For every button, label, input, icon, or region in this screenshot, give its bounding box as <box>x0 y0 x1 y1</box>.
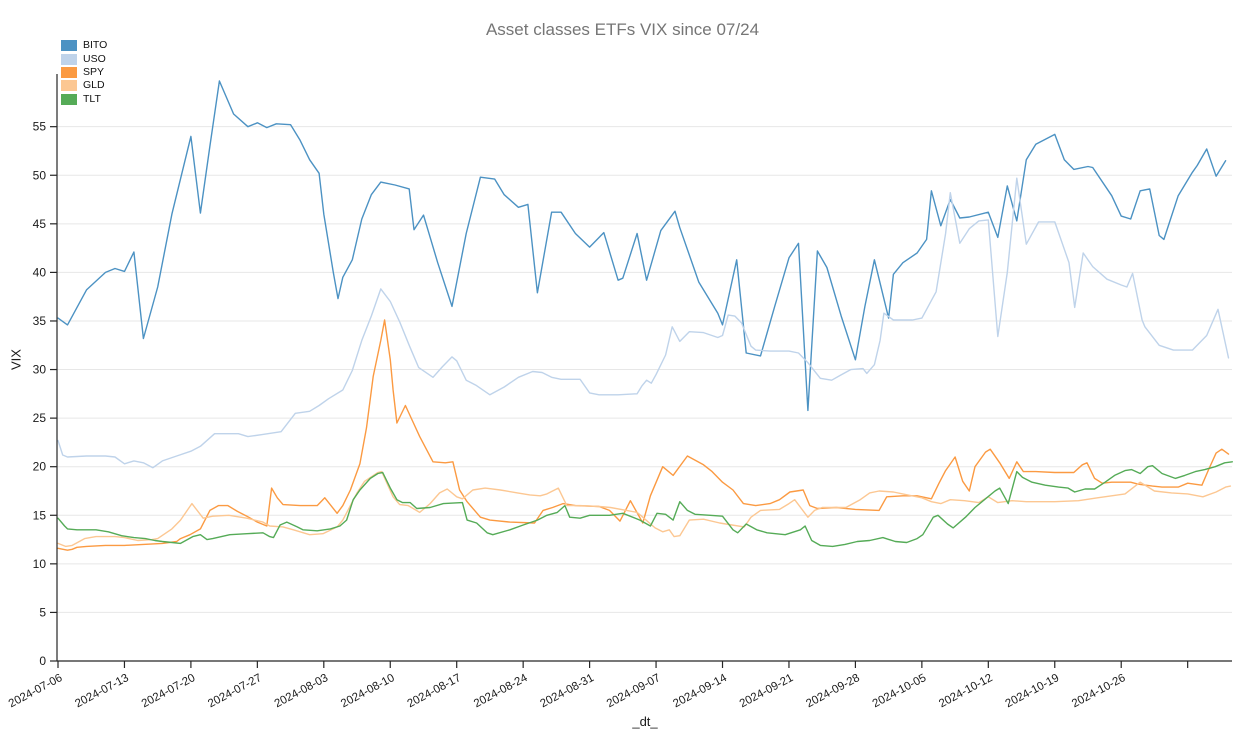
legend-swatch-uso <box>61 53 77 65</box>
svg-text:2024-09-14: 2024-09-14 <box>671 672 729 710</box>
legend-swatch-gld <box>61 80 77 92</box>
svg-text:50: 50 <box>33 168 47 182</box>
legend: BITO USO SPY GLD TLT <box>61 39 107 106</box>
legend-label-spy: SPY <box>83 65 105 78</box>
svg-text:2024-07-20: 2024-07-20 <box>140 672 198 710</box>
svg-text:2024-09-07: 2024-09-07 <box>605 672 663 710</box>
svg-text:0: 0 <box>39 654 46 668</box>
svg-text:2024-07-27: 2024-07-27 <box>206 672 264 710</box>
legend-item-tlt: TLT <box>61 93 107 106</box>
legend-label-bito: BITO <box>83 39 108 52</box>
svg-text:20: 20 <box>33 460 47 474</box>
svg-text:40: 40 <box>33 265 47 279</box>
svg-text:2024-08-31: 2024-08-31 <box>538 672 596 710</box>
legend-label-uso: USO <box>83 52 106 65</box>
legend-swatch-tlt <box>61 93 77 105</box>
svg-text:10: 10 <box>33 557 47 571</box>
x-axis-title: _dt_ <box>632 714 658 729</box>
legend-item-spy: SPY <box>61 66 107 79</box>
svg-text:2024-09-21: 2024-09-21 <box>738 672 796 710</box>
svg-text:2024-08-10: 2024-08-10 <box>339 672 397 710</box>
legend-label-gld: GLD <box>83 79 105 92</box>
svg-text:2024-10-26: 2024-10-26 <box>1070 672 1128 710</box>
svg-text:30: 30 <box>33 363 47 377</box>
svg-text:2024-08-24: 2024-08-24 <box>472 672 530 710</box>
legend-label-tlt: TLT <box>83 92 101 105</box>
svg-text:15: 15 <box>33 508 47 522</box>
svg-text:2024-10-12: 2024-10-12 <box>937 672 995 710</box>
svg-text:2024-10-05: 2024-10-05 <box>871 672 929 710</box>
svg-text:2024-08-17: 2024-08-17 <box>406 672 464 710</box>
svg-text:2024-08-03: 2024-08-03 <box>273 672 331 710</box>
svg-text:5: 5 <box>39 605 46 619</box>
svg-text:2024-07-06: 2024-07-06 <box>7 672 65 710</box>
legend-item-uso: USO <box>61 52 107 65</box>
legend-swatch-bito <box>61 40 77 52</box>
svg-text:2024-10-19: 2024-10-19 <box>1004 672 1062 710</box>
svg-text:45: 45 <box>33 217 47 231</box>
legend-item-bito: BITO <box>61 39 107 52</box>
svg-text:25: 25 <box>33 411 47 425</box>
chart-title: Asset classes ETFs VIX since 07/24 <box>485 20 760 39</box>
svg-text:2024-09-28: 2024-09-28 <box>804 672 862 710</box>
svg-text:55: 55 <box>33 120 47 134</box>
svg-text:2024-07-13: 2024-07-13 <box>73 672 131 710</box>
svg-text:35: 35 <box>33 314 47 328</box>
legend-item-gld: GLD <box>61 79 107 92</box>
legend-swatch-spy <box>61 66 77 78</box>
